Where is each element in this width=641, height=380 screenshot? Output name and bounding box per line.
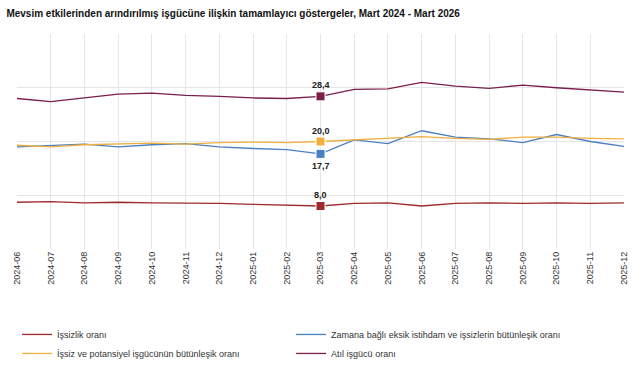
svg-text:Mevsim etkilerinden arındırılm: Mevsim etkilerinden arındırılmış işgücün… xyxy=(6,8,460,19)
svg-text:2025-08: 2025-08 xyxy=(484,252,494,285)
svg-text:2025-03: 2025-03 xyxy=(315,252,325,285)
svg-text:2025-09: 2025-09 xyxy=(518,252,528,285)
svg-text:2024-12: 2024-12 xyxy=(214,252,224,285)
svg-text:2025-02: 2025-02 xyxy=(282,252,292,285)
svg-text:2024-06: 2024-06 xyxy=(12,252,22,285)
svg-text:2025-10: 2025-10 xyxy=(551,252,561,285)
svg-text:Zamana bağlı eksik istihdam ve: Zamana bağlı eksik istihdam ve işsizleri… xyxy=(331,330,560,340)
svg-text:2024-08: 2024-08 xyxy=(79,252,89,285)
svg-text:2025-07: 2025-07 xyxy=(450,252,460,285)
svg-text:2025-04: 2025-04 xyxy=(349,252,359,285)
svg-text:2025-12: 2025-12 xyxy=(619,252,629,285)
svg-text:2025-01: 2025-01 xyxy=(248,252,258,285)
svg-text:8,0: 8,0 xyxy=(314,190,327,200)
svg-text:28,4: 28,4 xyxy=(312,80,330,90)
svg-text:2025-11: 2025-11 xyxy=(585,252,595,284)
svg-text:Atıl işgücü oranı: Atıl işgücü oranı xyxy=(331,349,396,359)
svg-text:17,7: 17,7 xyxy=(312,161,330,171)
svg-text:2024-11: 2024-11 xyxy=(181,252,191,284)
svg-text:2024-09: 2024-09 xyxy=(113,252,123,285)
svg-text:İşsiz ve potansiyel işgücünün: İşsiz ve potansiyel işgücünün bütünleşik… xyxy=(57,349,240,359)
svg-text:İşsizlik oranı: İşsizlik oranı xyxy=(57,330,107,340)
svg-text:2024-07: 2024-07 xyxy=(46,252,56,285)
svg-text:20,0: 20,0 xyxy=(312,126,330,136)
svg-text:2024-10: 2024-10 xyxy=(147,252,157,285)
svg-text:2025-06: 2025-06 xyxy=(417,252,427,285)
svg-text:2025-05: 2025-05 xyxy=(383,252,393,285)
